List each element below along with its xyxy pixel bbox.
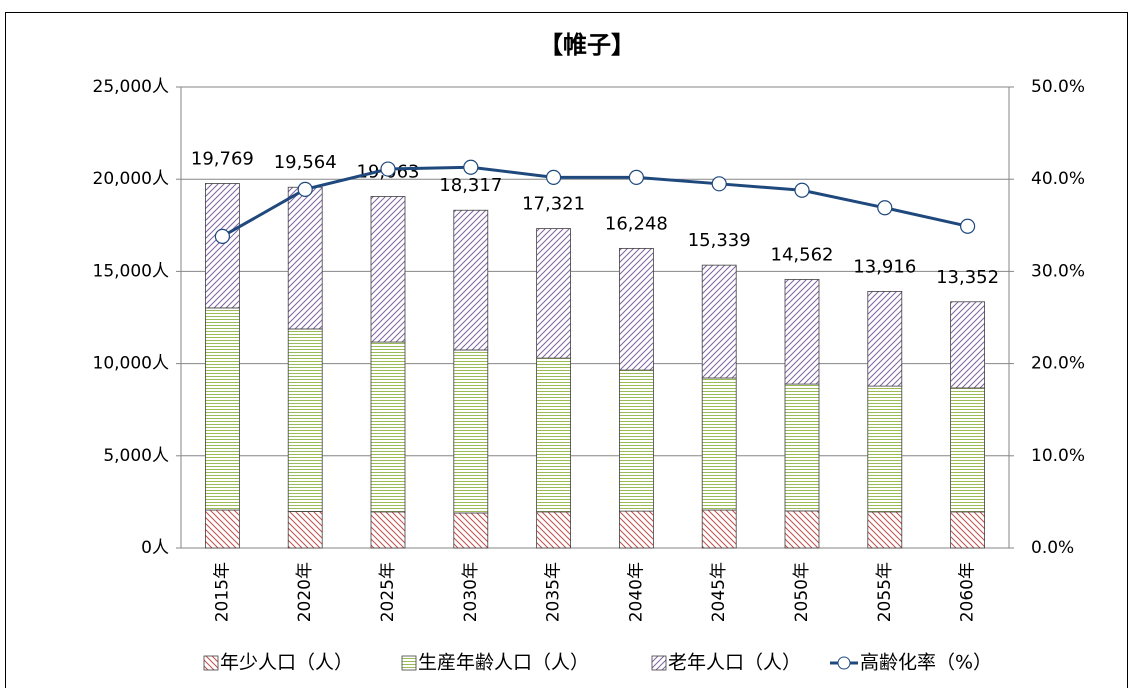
- bar-segment: [204, 307, 240, 511]
- bar-segment: [867, 290, 903, 387]
- bar-segment: [204, 509, 240, 549]
- legend-label: 生産年齢人口（人）: [418, 652, 589, 674]
- y-tick-label: 5,000人: [103, 446, 169, 466]
- bar-segment: [453, 349, 489, 514]
- bar-segment: [536, 511, 571, 549]
- y-tick-label: 0人: [141, 538, 169, 558]
- line-marker: [794, 182, 810, 198]
- x-tick-label: 2050年: [792, 562, 812, 622]
- line-marker: [214, 228, 230, 244]
- legend-swatch: [401, 655, 417, 671]
- legend-swatch: [651, 655, 667, 671]
- y-tick-label: 10,000人: [93, 354, 169, 374]
- bar-segment: [204, 183, 240, 309]
- line-series: [221, 165, 968, 238]
- bar-segment: [867, 385, 903, 513]
- bar-segment: [536, 357, 571, 513]
- bar-segment: [619, 369, 654, 512]
- data-label: 15,339: [688, 230, 751, 251]
- bar-segment: [701, 377, 737, 511]
- y2-tick-label: 50.0%: [1031, 77, 1085, 97]
- bar-segment: [619, 510, 654, 549]
- x-tick-label: 2015年: [212, 562, 232, 622]
- line-marker: [380, 161, 396, 177]
- bar-segment: [784, 279, 820, 385]
- line-marker: [877, 200, 893, 216]
- data-label: 17,321: [522, 194, 585, 215]
- x-tick-label: 2030年: [461, 562, 481, 622]
- data-label: 14,562: [771, 244, 834, 265]
- y-tick-label: 25,000人: [93, 77, 169, 97]
- line-marker: [545, 169, 562, 185]
- bar-segment: [453, 512, 489, 549]
- x-tick-label: 2045年: [709, 562, 729, 622]
- y2-tick-label: 0.0%: [1031, 538, 1074, 558]
- data-label: 19,564: [274, 152, 337, 173]
- line-marker: [959, 218, 976, 234]
- legend-label: 年少人口（人）: [220, 652, 353, 674]
- bar-segment: [453, 209, 489, 351]
- y2-tick-label: 30.0%: [1031, 261, 1085, 281]
- bar-segment: [701, 509, 737, 549]
- bar-segment: [950, 511, 985, 549]
- legend-label: 高齢化率（%）: [860, 652, 992, 674]
- data-label: 18,317: [439, 175, 502, 196]
- bar-segment: [370, 196, 406, 343]
- bar-segment: [287, 328, 323, 512]
- x-tick-label: 2040年: [626, 562, 646, 622]
- y-tick-label: 15,000人: [93, 261, 169, 281]
- bar-segment: [784, 383, 820, 512]
- bar-segment: [950, 301, 985, 389]
- bar-segment: [287, 511, 323, 549]
- y2-tick-label: 20.0%: [1031, 354, 1085, 374]
- bar-segment: [950, 387, 985, 513]
- line-marker: [463, 159, 479, 175]
- line-marker: [297, 181, 313, 197]
- legend-swatch: [203, 655, 219, 671]
- x-tick-label: 2020年: [295, 562, 315, 622]
- y2-tick-label: 40.0%: [1031, 169, 1085, 189]
- bar-segment: [701, 264, 737, 379]
- x-tick-label: 2060年: [958, 562, 978, 622]
- data-label: 13,916: [853, 256, 916, 277]
- bar-segment: [619, 247, 654, 371]
- bar-segment: [370, 341, 406, 513]
- legend-label: 老年人口（人）: [668, 652, 801, 674]
- bar-segment: [867, 511, 903, 549]
- line-marker: [711, 176, 727, 192]
- bar-segment: [287, 186, 323, 330]
- bar-segment: [784, 510, 820, 549]
- data-label: 13,352: [936, 267, 999, 288]
- bar-segment: [536, 228, 571, 359]
- data-label: 16,248: [605, 213, 668, 234]
- y-tick-label: 20,000人: [93, 169, 169, 189]
- line-marker: [628, 169, 645, 185]
- x-tick-label: 2025年: [378, 562, 398, 622]
- y2-tick-label: 10.0%: [1031, 446, 1085, 466]
- legend-marker: [837, 656, 851, 670]
- x-tick-label: 2055年: [875, 562, 895, 622]
- x-tick-label: 2035年: [544, 562, 564, 622]
- data-label: 19,769: [191, 148, 254, 169]
- bar-segment: [370, 511, 406, 549]
- chart-title: 【帷子】: [539, 31, 635, 59]
